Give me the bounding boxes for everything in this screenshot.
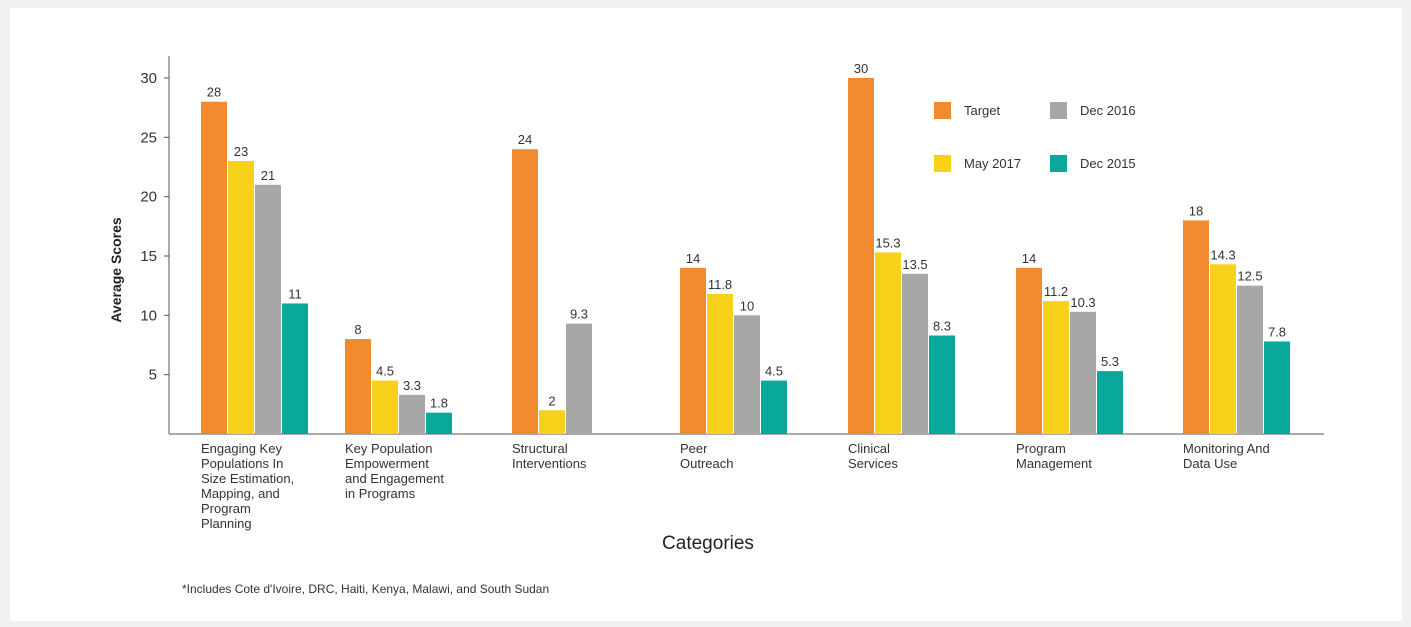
data-label: 10.3	[1070, 295, 1095, 310]
y-tick-label: 30	[140, 70, 157, 87]
category-label: Engaging Key Populations In Size Estimatio…	[201, 441, 294, 531]
bar	[201, 101, 227, 434]
bar	[539, 410, 565, 434]
data-label: 14	[686, 251, 700, 266]
data-label: 2	[548, 393, 555, 408]
category-label: Clinical Services	[848, 441, 898, 471]
bar	[734, 315, 760, 434]
data-label: 14.3	[1210, 247, 1235, 262]
data-label: 15.3	[875, 235, 900, 250]
category-label: Monitoring And Data Use	[1183, 441, 1270, 471]
bar	[848, 78, 874, 434]
data-label: 9.3	[570, 307, 588, 322]
legend-label: Target	[964, 103, 1001, 118]
bar	[255, 184, 281, 434]
bar	[372, 380, 398, 434]
y-tick-label: 20	[140, 189, 157, 206]
legend-label: May 2017	[964, 156, 1021, 171]
legend-label: Dec 2016	[1080, 103, 1136, 118]
legend-swatch	[1050, 155, 1067, 172]
category-label: Structural Interventions	[512, 441, 587, 471]
bar	[1210, 264, 1236, 434]
x-axis-label: Categories	[662, 533, 754, 554]
bar	[566, 323, 592, 434]
data-label: 3.3	[403, 378, 421, 393]
data-label: 11.2	[1044, 284, 1068, 299]
bar	[512, 149, 538, 434]
data-label: 10	[740, 298, 754, 313]
bar	[929, 335, 955, 434]
bar	[902, 273, 928, 434]
bar	[707, 293, 733, 434]
data-label: 21	[261, 168, 275, 183]
bar	[345, 339, 371, 434]
bar	[1097, 371, 1123, 434]
y-axis-label: Average Scores	[108, 217, 124, 323]
data-label: 14	[1022, 251, 1036, 266]
legend-label: Dec 2015	[1080, 156, 1136, 171]
data-label: 23	[234, 144, 248, 159]
bar	[761, 380, 787, 434]
category-label: Key Population Empowerment and Engagement i…	[345, 441, 444, 501]
bar	[1183, 220, 1209, 434]
footnote: *Includes Cote d'Ivoire, DRC, Haiti, Ken…	[182, 582, 550, 596]
legend-swatch	[934, 102, 951, 119]
bar	[399, 394, 425, 434]
bar	[680, 267, 706, 434]
data-label: 24	[518, 132, 532, 147]
y-tick-label: 15	[140, 248, 157, 265]
data-label: 11.8	[708, 277, 732, 292]
legend-swatch	[1050, 102, 1067, 119]
data-label: 4.5	[765, 364, 783, 379]
data-label: 1.8	[430, 396, 448, 411]
data-label: 8.3	[933, 319, 951, 334]
data-label: 11	[288, 286, 302, 301]
data-label: 12.5	[1237, 269, 1262, 284]
y-tick-label: 25	[140, 129, 157, 146]
bar	[1264, 341, 1290, 434]
bar	[875, 252, 901, 434]
data-label: 8	[354, 322, 361, 337]
data-label: 13.5	[902, 257, 927, 272]
category-label: Peer Outreach	[680, 441, 733, 471]
data-label: 30	[854, 61, 868, 76]
bar	[228, 161, 254, 435]
bar	[1070, 311, 1096, 434]
chart-card: 5 10 15 20 25 30 Average Scores Categories 28 8 24…	[10, 8, 1402, 621]
data-label: 4.5	[376, 364, 394, 379]
y-tick-label: 10	[140, 307, 157, 324]
category-label: Program Management	[1016, 441, 1092, 471]
data-label: 18	[1189, 203, 1203, 218]
data-label: 7.8	[1268, 324, 1286, 339]
y-tick-label: 5	[149, 367, 157, 384]
legend-swatch	[934, 155, 951, 172]
bar	[282, 303, 308, 434]
data-label: 28	[207, 85, 221, 100]
data-label: 5.3	[1101, 354, 1119, 369]
bar	[426, 412, 452, 434]
bar	[1237, 285, 1263, 434]
bar	[1043, 301, 1069, 434]
bar	[1016, 267, 1042, 434]
